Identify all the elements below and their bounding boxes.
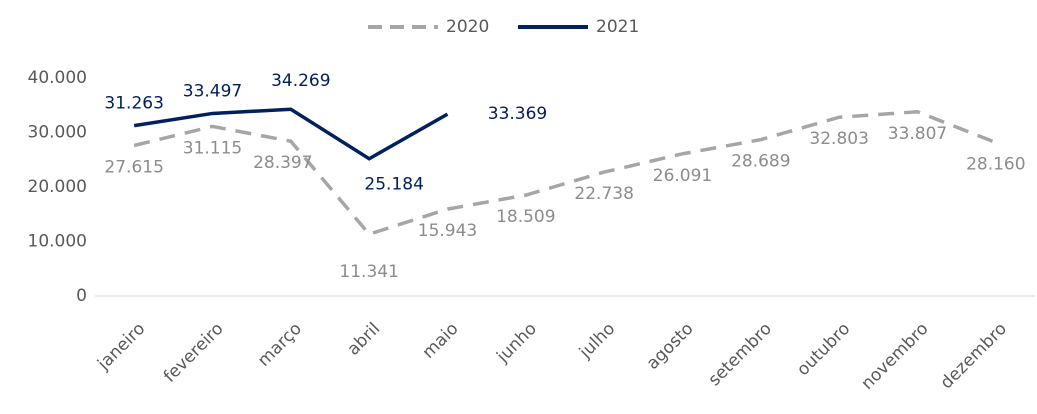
y-tick-label: 20.000 [28,177,87,197]
x-tick-label: agosto [643,319,698,374]
data-label: 15.943 [418,221,477,241]
legend-label: 2021 [596,17,639,37]
data-label: 31.263 [104,94,163,114]
x-tick-label: março [254,319,306,371]
x-tick-label: janeiro [93,319,149,375]
x-tick-label: outubro [793,319,854,380]
data-label: 18.509 [496,207,555,227]
data-label: 26.091 [653,166,712,186]
data-label: 28.160 [966,155,1025,175]
data-label: 31.115 [183,138,242,158]
data-label: 28.397 [253,153,312,173]
x-tick-label: julho [575,319,619,363]
data-label: 33.497 [183,81,242,101]
x-tick-label: junho [493,319,541,367]
x-tick-label: dezembro [937,319,1011,393]
data-label: 33.807 [888,124,947,144]
x-tick-label: abril [343,319,384,360]
data-label: 22.738 [574,184,633,204]
y-tick-label: 10.000 [28,232,87,252]
legend-label: 2020 [446,17,489,37]
data-label: 27.615 [104,157,163,177]
y-tick-label: 40.000 [28,68,87,88]
data-label: 25.184 [364,175,423,195]
x-tick-label: setembro [705,319,776,390]
data-label: 34.269 [271,71,330,91]
x-tick-label: novembro [858,319,933,394]
y-tick-label: 30.000 [28,123,87,143]
data-label: 32.803 [809,129,868,149]
data-label: 33.369 [488,104,547,124]
x-tick-label: fevereiro [160,319,228,387]
y-tick-label: 0 [76,286,87,306]
data-label: 11.341 [339,262,398,282]
x-tick-label: maio [419,319,463,363]
line-series [133,107,449,161]
data-label: 28.689 [731,152,790,172]
